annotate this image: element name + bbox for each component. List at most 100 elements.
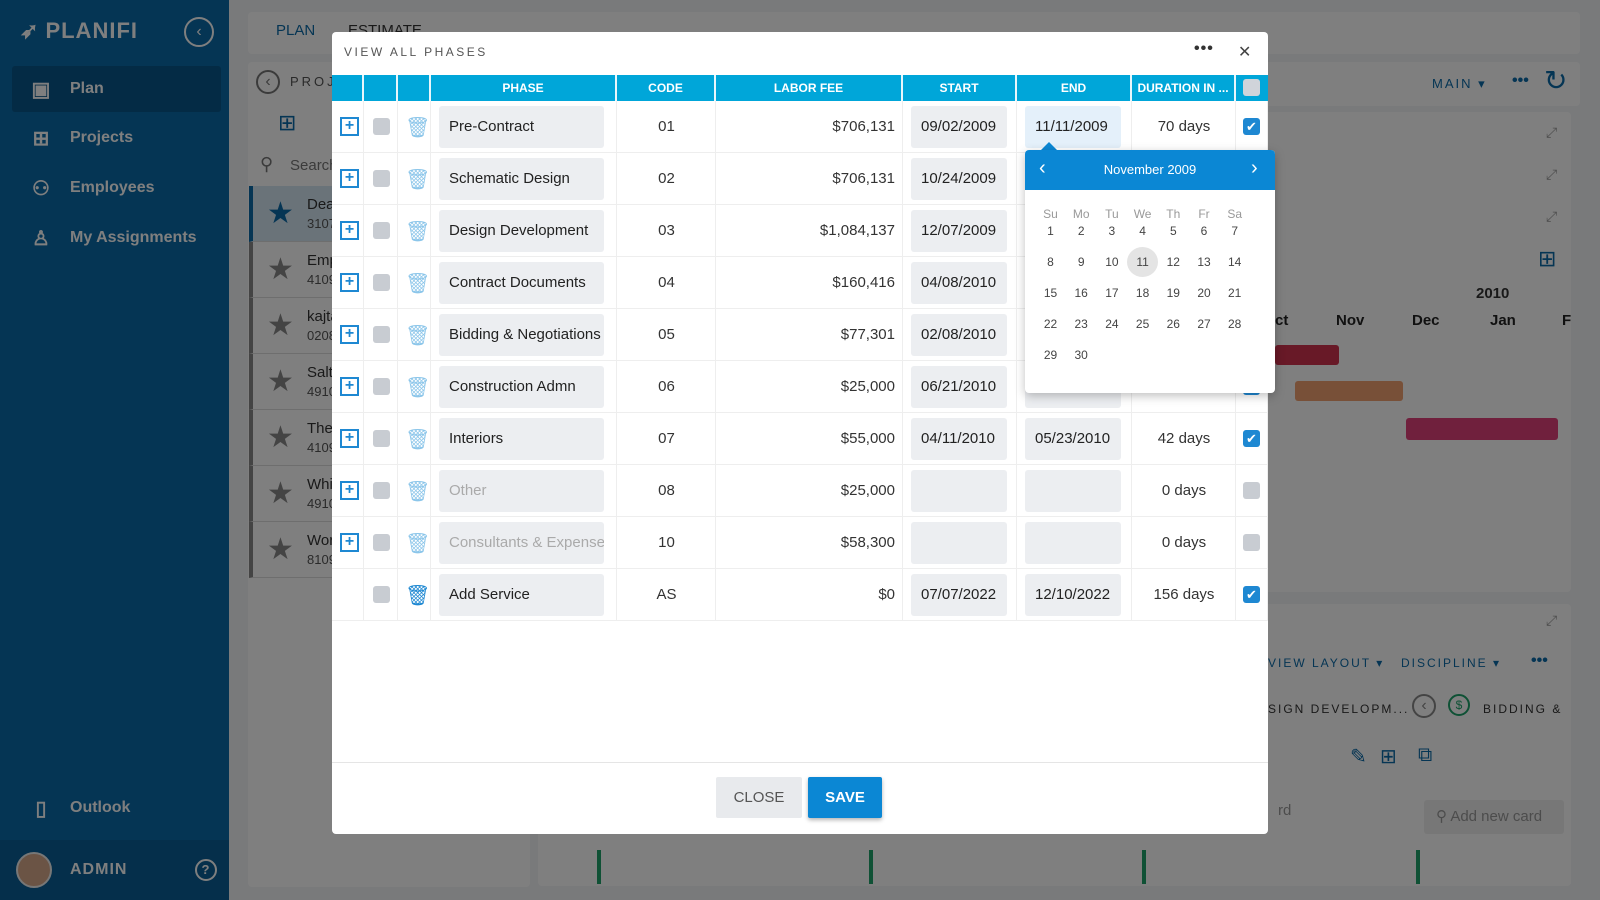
prev-month-icon[interactable]: ‹ — [1039, 157, 1046, 179]
include-checkbox[interactable]: ✔ — [1243, 118, 1260, 135]
header-phase[interactable]: PHASE — [431, 75, 617, 101]
start-date-input[interactable]: 10/24/2009 — [911, 158, 1007, 200]
trash-icon[interactable]: 🗑︎ — [405, 481, 431, 503]
row-select-checkbox[interactable] — [373, 534, 390, 551]
start-date-input[interactable]: 02/08/2010 — [911, 314, 1007, 356]
end-date-input[interactable] — [1025, 522, 1121, 564]
calendar-day[interactable]: 3 — [1108, 224, 1116, 238]
trash-icon[interactable]: 🗑︎ — [405, 533, 431, 555]
trash-icon[interactable]: 🗑︎ — [405, 169, 431, 191]
calendar-day[interactable]: 14 — [1228, 255, 1242, 269]
phase-name-input[interactable]: Add Service — [439, 574, 604, 616]
row-select-checkbox[interactable] — [373, 274, 390, 291]
calendar-day[interactable]: 30 — [1074, 348, 1088, 362]
header-code[interactable]: CODE — [617, 75, 716, 101]
start-date-input[interactable]: 09/02/2009 — [911, 106, 1007, 148]
add-subphase-button[interactable]: + — [340, 117, 359, 136]
calendar-day[interactable]: 18 — [1135, 286, 1150, 300]
calendar-day[interactable]: 8 — [1047, 255, 1054, 269]
calendar-day[interactable]: 17 — [1105, 286, 1119, 300]
close-icon[interactable]: ✕ — [1238, 44, 1252, 61]
header-end[interactable]: END — [1017, 75, 1132, 101]
add-subphase-button[interactable]: + — [340, 481, 359, 500]
start-date-input[interactable]: 07/07/2022 — [911, 574, 1007, 616]
save-button[interactable]: SAVE — [808, 777, 882, 818]
phase-name-input[interactable]: Bidding & Negotiations — [439, 314, 604, 356]
month-title[interactable]: November 2009 — [1103, 162, 1197, 177]
calendar-day[interactable]: 29 — [1043, 348, 1058, 362]
add-subphase-button[interactable]: + — [340, 169, 359, 188]
start-date-input[interactable]: 06/21/2010 — [911, 366, 1007, 408]
calendar-day[interactable]: 11 — [1127, 247, 1159, 277]
phase-name-input[interactable]: Consultants & Expense — [439, 522, 604, 564]
calendar-day[interactable]: 1 — [1047, 224, 1054, 238]
row-select-checkbox[interactable] — [373, 586, 390, 603]
calendar-day[interactable]: 10 — [1105, 255, 1119, 269]
calendar-day[interactable]: 5 — [1169, 224, 1177, 238]
calendar-day[interactable]: 15 — [1043, 286, 1058, 300]
calendar-day[interactable]: 23 — [1074, 317, 1088, 331]
select-all-checkbox[interactable] — [1243, 79, 1260, 96]
row-select-checkbox[interactable] — [373, 378, 390, 395]
include-checkbox[interactable] — [1243, 534, 1260, 551]
calendar-day[interactable]: 2 — [1077, 224, 1085, 238]
row-select-checkbox[interactable] — [373, 118, 390, 135]
phase-name-input[interactable]: Construction Admn — [439, 366, 604, 408]
row-select-checkbox[interactable] — [373, 222, 390, 239]
add-subphase-button[interactable]: + — [340, 533, 359, 552]
header-select-all[interactable] — [1236, 75, 1268, 101]
phase-name-input[interactable]: Interiors — [439, 418, 604, 460]
calendar-day[interactable]: 20 — [1197, 286, 1211, 300]
calendar-day[interactable]: 13 — [1197, 255, 1211, 269]
calendar-day[interactable]: 28 — [1228, 317, 1242, 331]
include-checkbox[interactable]: ✔ — [1243, 430, 1260, 447]
calendar-day[interactable]: 27 — [1197, 317, 1211, 331]
phase-name-input[interactable]: Contract Documents — [439, 262, 604, 304]
calendar-day[interactable]: 26 — [1166, 317, 1180, 331]
end-date-input[interactable] — [1025, 470, 1121, 512]
calendar-day[interactable]: 16 — [1074, 286, 1088, 300]
add-subphase-button[interactable]: + — [340, 325, 359, 344]
calendar-day[interactable]: 12 — [1166, 255, 1180, 269]
calendar-day[interactable]: 6 — [1200, 224, 1208, 238]
header-labor-fee[interactable]: LABOR FEE — [716, 75, 903, 101]
phase-name-input[interactable]: Design Development — [439, 210, 604, 252]
trash-icon[interactable]: 🗑︎ — [405, 429, 431, 451]
trash-icon[interactable]: 🗑︎ — [405, 273, 431, 295]
trash-icon[interactable]: 🗑︎ — [405, 221, 431, 243]
start-date-input[interactable]: 04/08/2010 — [911, 262, 1007, 304]
more-options-icon[interactable]: ••• — [1194, 40, 1214, 57]
calendar-day[interactable]: 7 — [1231, 224, 1239, 238]
phase-name-input[interactable]: Other — [439, 470, 604, 512]
calendar-day[interactable]: 24 — [1105, 317, 1119, 331]
end-date-input[interactable]: 05/23/2010 — [1025, 418, 1121, 460]
trash-icon[interactable]: 🗑︎ — [405, 377, 431, 399]
start-date-input[interactable] — [911, 470, 1007, 512]
trash-icon[interactable]: 🗑︎ — [405, 117, 431, 139]
calendar-day[interactable]: 25 — [1135, 317, 1150, 331]
end-date-input[interactable]: 11/11/2009 — [1025, 106, 1121, 148]
trash-icon[interactable]: 🗑︎ — [405, 325, 431, 347]
phase-name-input[interactable]: Pre-Contract — [439, 106, 604, 148]
calendar-day[interactable]: 21 — [1228, 286, 1242, 300]
row-select-checkbox[interactable] — [373, 170, 390, 187]
row-select-checkbox[interactable] — [373, 430, 390, 447]
row-select-checkbox[interactable] — [373, 326, 390, 343]
add-subphase-button[interactable]: + — [340, 377, 359, 396]
trash-icon[interactable]: 🗑︎ — [405, 585, 431, 607]
phase-name-input[interactable]: Schematic Design — [439, 158, 604, 200]
row-select-checkbox[interactable] — [373, 482, 390, 499]
include-checkbox[interactable]: ✔ — [1243, 586, 1260, 603]
header-start[interactable]: START — [903, 75, 1017, 101]
calendar-day[interactable]: 22 — [1043, 317, 1058, 331]
start-date-input[interactable]: 12/07/2009 — [911, 210, 1007, 252]
include-checkbox[interactable] — [1243, 482, 1260, 499]
header-duration[interactable]: DURATION IN ... — [1132, 75, 1236, 101]
close-button[interactable]: CLOSE — [716, 777, 802, 818]
add-subphase-button[interactable]: + — [340, 273, 359, 292]
next-month-icon[interactable]: › — [1251, 157, 1258, 179]
end-date-input[interactable]: 12/10/2022 — [1025, 574, 1121, 616]
calendar-day[interactable]: 19 — [1166, 286, 1180, 300]
start-date-input[interactable]: 04/11/2010 — [911, 418, 1007, 460]
calendar-day[interactable]: 9 — [1077, 255, 1085, 269]
